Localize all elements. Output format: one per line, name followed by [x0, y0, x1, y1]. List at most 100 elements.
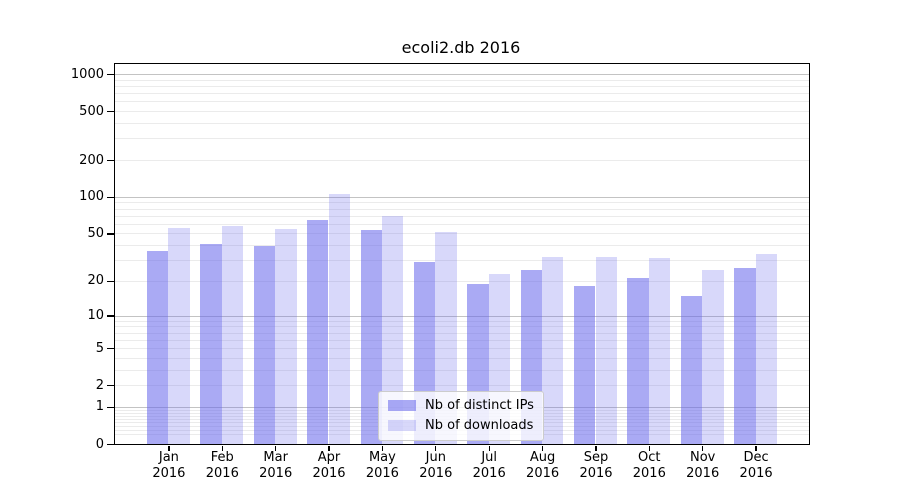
x-tick-mark — [168, 446, 170, 451]
bar-nb-of-downloads-aug — [542, 256, 564, 444]
bar-nb-of-downloads-jan — [168, 228, 190, 444]
x-tick-mark — [648, 446, 650, 451]
x-tick-mark — [755, 446, 757, 451]
y-tick-mark — [107, 196, 114, 198]
gridline-minor — [115, 357, 809, 359]
gridline-minor — [115, 85, 809, 87]
gridline-minor — [115, 93, 809, 95]
bar-nb-of-distinct-ips-feb — [200, 243, 222, 444]
bar-nb-of-distinct-ips-jan — [147, 250, 169, 444]
gridline-minor — [115, 160, 809, 161]
y-tick-label-500: 500 — [79, 103, 104, 119]
y-tick-mark — [107, 443, 114, 446]
legend-label-downloads: Nb of downloads — [425, 418, 534, 433]
gridline-minor — [115, 280, 809, 282]
bar-nb-of-distinct-ips-apr — [307, 219, 329, 444]
gridline-minor — [115, 326, 809, 328]
x-tick-mark — [541, 446, 544, 451]
y-tick-mark — [107, 315, 114, 317]
x-tick-label-nov: Nov 2016 — [686, 450, 720, 481]
plot-area: Nb of distinct IPs Nb of downloads — [114, 63, 810, 445]
gridline-minor — [115, 233, 809, 235]
y-tick-label-200: 200 — [79, 152, 104, 168]
y-tick-mark — [107, 159, 114, 162]
x-tick-label-jun: Jun 2016 — [419, 450, 453, 481]
bar-nb-of-distinct-ips-sep — [574, 286, 596, 444]
bar-nb-of-downloads-mar — [275, 229, 297, 444]
bar-nb-of-downloads-nov — [702, 269, 724, 444]
x-tick-label-sep: Sep 2016 — [579, 450, 613, 481]
x-tick-label-dec: Dec 2016 — [739, 450, 773, 481]
gridline-minor — [115, 260, 809, 262]
bar-nb-of-downloads-may — [381, 215, 404, 444]
y-tick-mark — [107, 347, 114, 350]
gridline-major — [115, 74, 809, 75]
gridline-minor — [115, 101, 809, 103]
x-tick-label-may: May 2016 — [365, 450, 399, 481]
x-tick-mark — [595, 446, 597, 451]
gridline-minor — [115, 369, 809, 371]
bar-nb-of-downloads-feb — [221, 225, 244, 444]
gridline-major — [115, 196, 809, 198]
legend: Nb of distinct IPs Nb of downloads — [378, 391, 544, 441]
gridline-minor — [115, 208, 809, 210]
y-tick-mark — [107, 280, 114, 283]
x-tick-mark — [221, 446, 223, 451]
bar-nb-of-distinct-ips-nov — [680, 295, 703, 444]
gridline-minor — [115, 111, 809, 112]
y-tick-mark — [107, 233, 114, 235]
y-tick-label-5: 5 — [95, 340, 104, 356]
x-tick-label-jul: Jul 2016 — [472, 450, 506, 481]
x-tick-mark — [328, 446, 330, 451]
x-tick-mark — [702, 446, 704, 451]
gridline-minor — [115, 348, 809, 349]
y-tick-mark — [107, 73, 114, 76]
legend-item-distinct-ips: Nb of distinct IPs — [388, 398, 534, 413]
bar-nb-of-downloads-sep — [595, 256, 617, 444]
x-tick-label-feb: Feb 2016 — [205, 450, 239, 481]
x-tick-label-jan: Jan 2016 — [152, 450, 186, 481]
gridline-minor — [115, 223, 809, 225]
y-tick-label-10: 10 — [87, 308, 104, 324]
x-tick-mark — [275, 446, 277, 451]
gridline-minor — [115, 138, 809, 140]
x-tick-mark — [381, 446, 384, 451]
legend-item-downloads: Nb of downloads — [388, 418, 534, 433]
x-tick-label-aug: Aug 2016 — [526, 450, 560, 481]
x-tick-mark — [488, 446, 490, 451]
gridline-minor — [115, 215, 809, 217]
gridline-minor — [115, 385, 809, 387]
x-tick-label-mar: Mar 2016 — [259, 450, 293, 481]
bar-nb-of-distinct-ips-dec — [734, 267, 756, 444]
y-tick-mark — [107, 406, 114, 409]
legend-swatch-distinct-ips — [388, 400, 416, 411]
legend-swatch-downloads — [388, 420, 416, 431]
y-tick-label-1000: 1000 — [70, 66, 104, 82]
chart-title: ecoli2.db 2016 — [401, 38, 521, 57]
x-tick-label-oct: Oct 2016 — [632, 450, 666, 481]
bar-nb-of-distinct-ips-mar — [253, 246, 276, 444]
x-tick-label-apr: Apr 2016 — [312, 450, 346, 481]
gridline-minor — [115, 332, 809, 334]
gridline-minor — [115, 79, 809, 81]
gridline-major — [115, 315, 809, 317]
bar-nb-of-downloads-dec — [755, 253, 777, 444]
gridline-minor — [115, 339, 809, 341]
bar-nb-of-distinct-ips-may — [360, 230, 382, 444]
x-tick-mark — [435, 446, 437, 451]
y-tick-mark — [107, 385, 114, 387]
bar-nb-of-distinct-ips-oct — [627, 278, 649, 444]
legend-label-distinct-ips: Nb of distinct IPs — [425, 398, 534, 413]
gridline-minor — [115, 123, 809, 124]
y-tick-label-20: 20 — [87, 273, 104, 289]
gridline-minor — [115, 245, 809, 247]
y-tick-label-50: 50 — [87, 225, 104, 241]
y-tick-label-1: 1 — [95, 399, 104, 415]
bar-nb-of-downloads-apr — [328, 193, 350, 444]
y-tick-label-0: 0 — [95, 436, 104, 452]
y-tick-label-100: 100 — [79, 189, 104, 205]
bar-nb-of-downloads-oct — [648, 258, 671, 444]
gridline-minor — [115, 202, 809, 204]
y-tick-label-2: 2 — [95, 377, 104, 393]
